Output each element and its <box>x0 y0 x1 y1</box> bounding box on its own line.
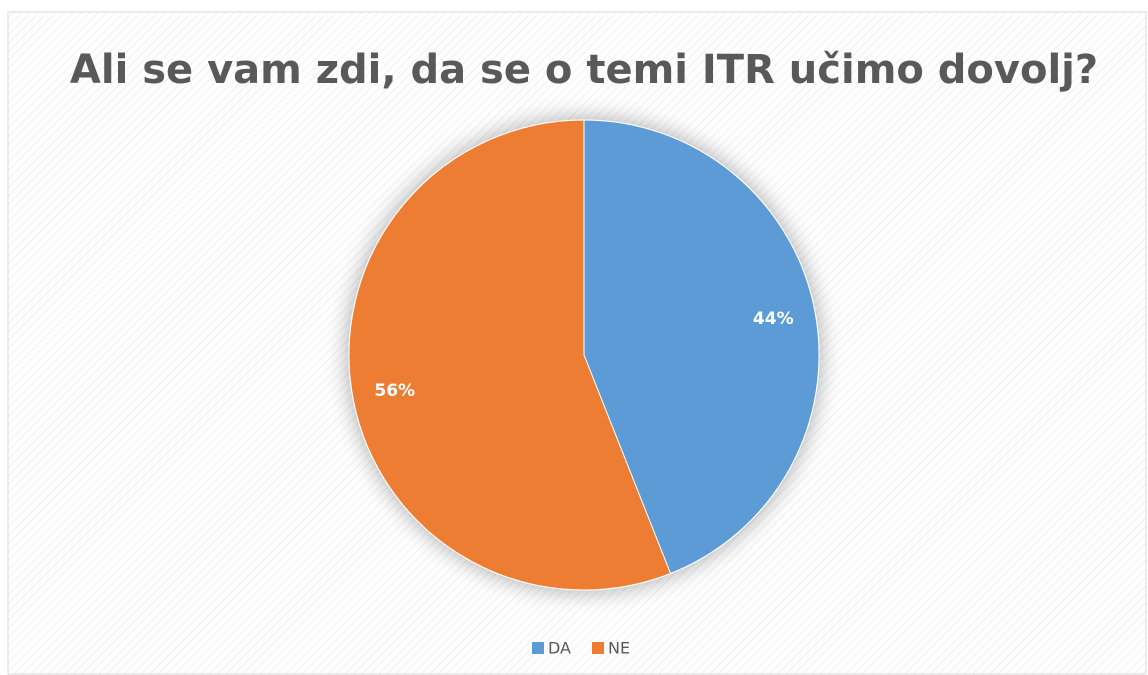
pie <box>348 119 820 591</box>
legend-label: NE <box>608 639 630 658</box>
data-label: 44% <box>753 309 794 329</box>
legend-swatch <box>592 642 604 654</box>
pie-slice <box>583 119 820 575</box>
pie-slice <box>348 119 672 591</box>
legend-swatch <box>532 642 544 654</box>
chart-title: Ali se vam zdi, da se o temi ITR učimo d… <box>70 47 1098 93</box>
data-label: 56% <box>374 381 415 401</box>
legend-label: DA <box>548 639 571 658</box>
